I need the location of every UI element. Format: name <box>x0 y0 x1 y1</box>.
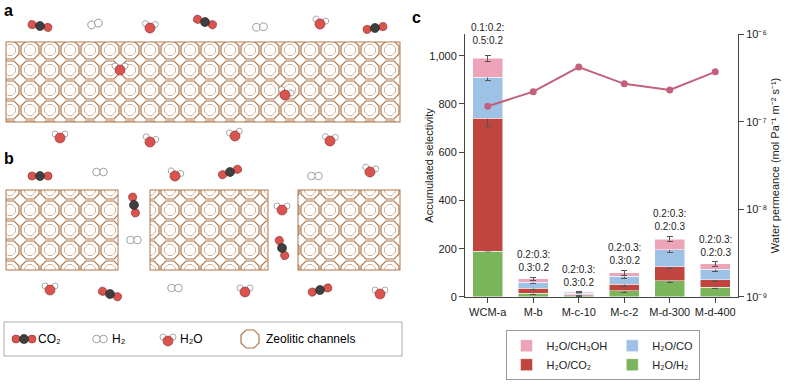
svg-text:0.2:0.3:0.3:0.2: 0.2:0.3:0.3:0.2 <box>608 242 641 266</box>
svg-text:H₂O/H₂: H₂O/H₂ <box>652 359 688 371</box>
svg-text:Accumulated selectivity: Accumulated selectivity <box>423 108 435 223</box>
svg-text:H₂: H₂ <box>112 332 126 346</box>
svg-text:0.2:0.3:0.3:0.2: 0.2:0.3:0.3:0.2 <box>562 264 595 288</box>
svg-text:M-c-2: M-c-2 <box>610 306 638 318</box>
svg-text:10⁻⁸: 10⁻⁸ <box>746 203 767 215</box>
svg-text:10⁻⁷: 10⁻⁷ <box>746 116 766 128</box>
svg-text:200: 200 <box>438 243 456 255</box>
svg-text:H₂O/CO: H₂O/CO <box>652 340 693 352</box>
svg-text:0: 0 <box>451 291 457 303</box>
svg-text:10⁻⁶: 10⁻⁶ <box>746 28 767 40</box>
svg-text:CO₂: CO₂ <box>38 332 61 346</box>
svg-text:M-d-300: M-d-300 <box>649 306 690 318</box>
svg-text:0.2:0.3:0.3:0.2: 0.2:0.3:0.3:0.2 <box>517 249 550 273</box>
svg-text:b: b <box>4 150 14 167</box>
svg-text:M-b: M-b <box>524 306 543 318</box>
svg-text:c: c <box>412 9 421 26</box>
svg-text:800: 800 <box>438 98 456 110</box>
svg-text:H₂O: H₂O <box>180 332 203 346</box>
svg-text:H₂O/CO₂: H₂O/CO₂ <box>547 359 592 371</box>
svg-text:H₂O/CH₃OH: H₂O/CH₃OH <box>547 340 608 352</box>
svg-text:Water permeance (mol Pa⁻¹ m⁻²: Water permeance (mol Pa⁻¹ m⁻² s⁻¹) <box>769 78 781 253</box>
svg-text:0.2:0.3:0.2:0.3: 0.2:0.3:0.2:0.3 <box>653 208 686 232</box>
svg-text:M-c-10: M-c-10 <box>562 306 596 318</box>
svg-text:Zeolitic channels: Zeolitic channels <box>266 332 355 346</box>
svg-text:WCM-a: WCM-a <box>469 306 507 318</box>
svg-text:M-d-400: M-d-400 <box>695 306 736 318</box>
svg-text:10⁻⁹: 10⁻⁹ <box>746 291 767 303</box>
svg-text:1,000: 1,000 <box>429 50 457 62</box>
svg-text:a: a <box>4 2 13 19</box>
svg-text:400: 400 <box>438 194 456 206</box>
svg-text:0.1:0.2:0.5:0.2: 0.1:0.2:0.5:0.2 <box>471 22 504 46</box>
svg-text:0.2:0.3:0.2:0.3: 0.2:0.3:0.2:0.3 <box>699 234 732 258</box>
svg-text:600: 600 <box>438 146 456 158</box>
